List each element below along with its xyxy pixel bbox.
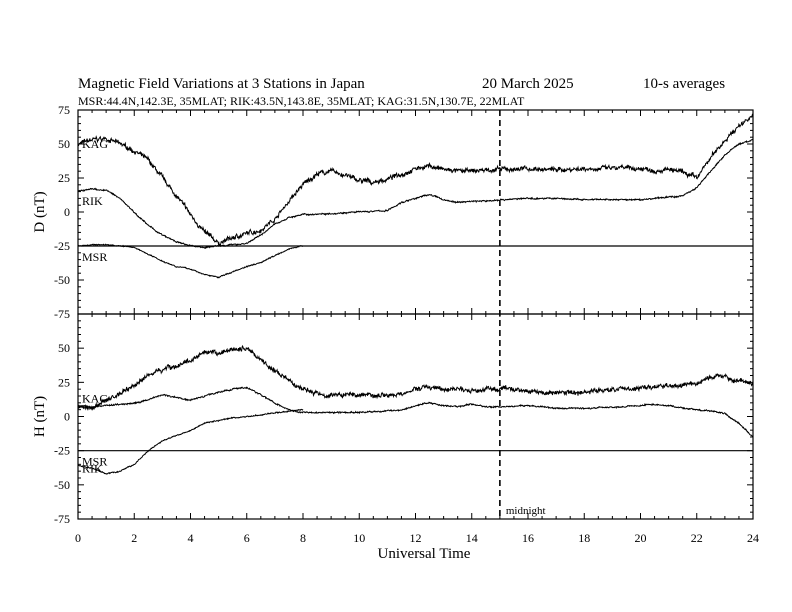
station-label-H-MSR: MSR <box>82 455 107 469</box>
y-tick-label-D: 75 <box>58 103 70 117</box>
chart-date: 20 March 2025 <box>482 76 574 92</box>
series-D-MSR <box>77 243 304 279</box>
station-coordinates: MSR:44.4N,142.3E, 35MLAT; RIK:43.5N,143.… <box>78 94 525 108</box>
panel-frame-D <box>77 109 754 315</box>
y-tick-label-H: -50 <box>54 478 70 492</box>
station-label-H-KAG: KAG <box>82 392 108 406</box>
y-tick-label-H: 25 <box>58 375 70 389</box>
y-tick-label-D: 0 <box>64 205 70 219</box>
station-label-D-KAG: KAG <box>82 137 108 151</box>
y-tick-label-D: -75 <box>54 307 70 321</box>
y-tick-label-D: 50 <box>58 137 70 151</box>
x-tick-label: 6 <box>244 531 250 545</box>
y-axis-label-D: D (nT) <box>32 191 48 232</box>
x-tick-label: 24 <box>747 531 759 545</box>
y-tick-label-H: 0 <box>64 410 70 424</box>
y-tick-label-H: 50 <box>58 341 70 355</box>
x-tick-label: 16 <box>522 531 534 545</box>
y-tick-label-D: -25 <box>54 239 70 253</box>
x-tick-label: 18 <box>578 531 590 545</box>
x-axis-label: Universal Time <box>378 546 471 562</box>
station-label-D-RIK: RIK <box>82 194 103 208</box>
x-tick-label: 22 <box>691 531 703 545</box>
x-tick-label: 14 <box>466 531 478 545</box>
x-tick-label: 0 <box>75 531 81 545</box>
y-tick-label-H: -25 <box>54 444 70 458</box>
chart-title: Magnetic Field Variations at 3 Stations … <box>78 76 365 92</box>
panel-frame-H <box>77 313 754 520</box>
x-tick-label: 4 <box>188 531 194 545</box>
series-D-RIK <box>77 138 754 250</box>
x-tick-label: 12 <box>410 531 422 545</box>
x-tick-label: 10 <box>353 531 365 545</box>
chart-averaging: 10-s averages <box>643 76 725 92</box>
series-H-RIK <box>77 386 754 438</box>
station-label-D-MSR: MSR <box>82 250 107 264</box>
series-D-KAG <box>77 113 754 247</box>
y-tick-label-H: -75 <box>54 512 70 526</box>
midnight-label: midnight <box>506 505 546 517</box>
y-axis-label-H: H (nT) <box>32 396 48 437</box>
series-H-MSR <box>77 408 304 475</box>
station-label-H-RIK: RIK <box>82 461 103 475</box>
x-tick-label: 20 <box>635 531 647 545</box>
series-H-KAG <box>77 344 754 412</box>
y-tick-label-D: -50 <box>54 273 70 287</box>
x-tick-label: 8 <box>300 531 306 545</box>
x-tick-label: 2 <box>131 531 137 545</box>
y-tick-label-D: 25 <box>58 171 70 185</box>
